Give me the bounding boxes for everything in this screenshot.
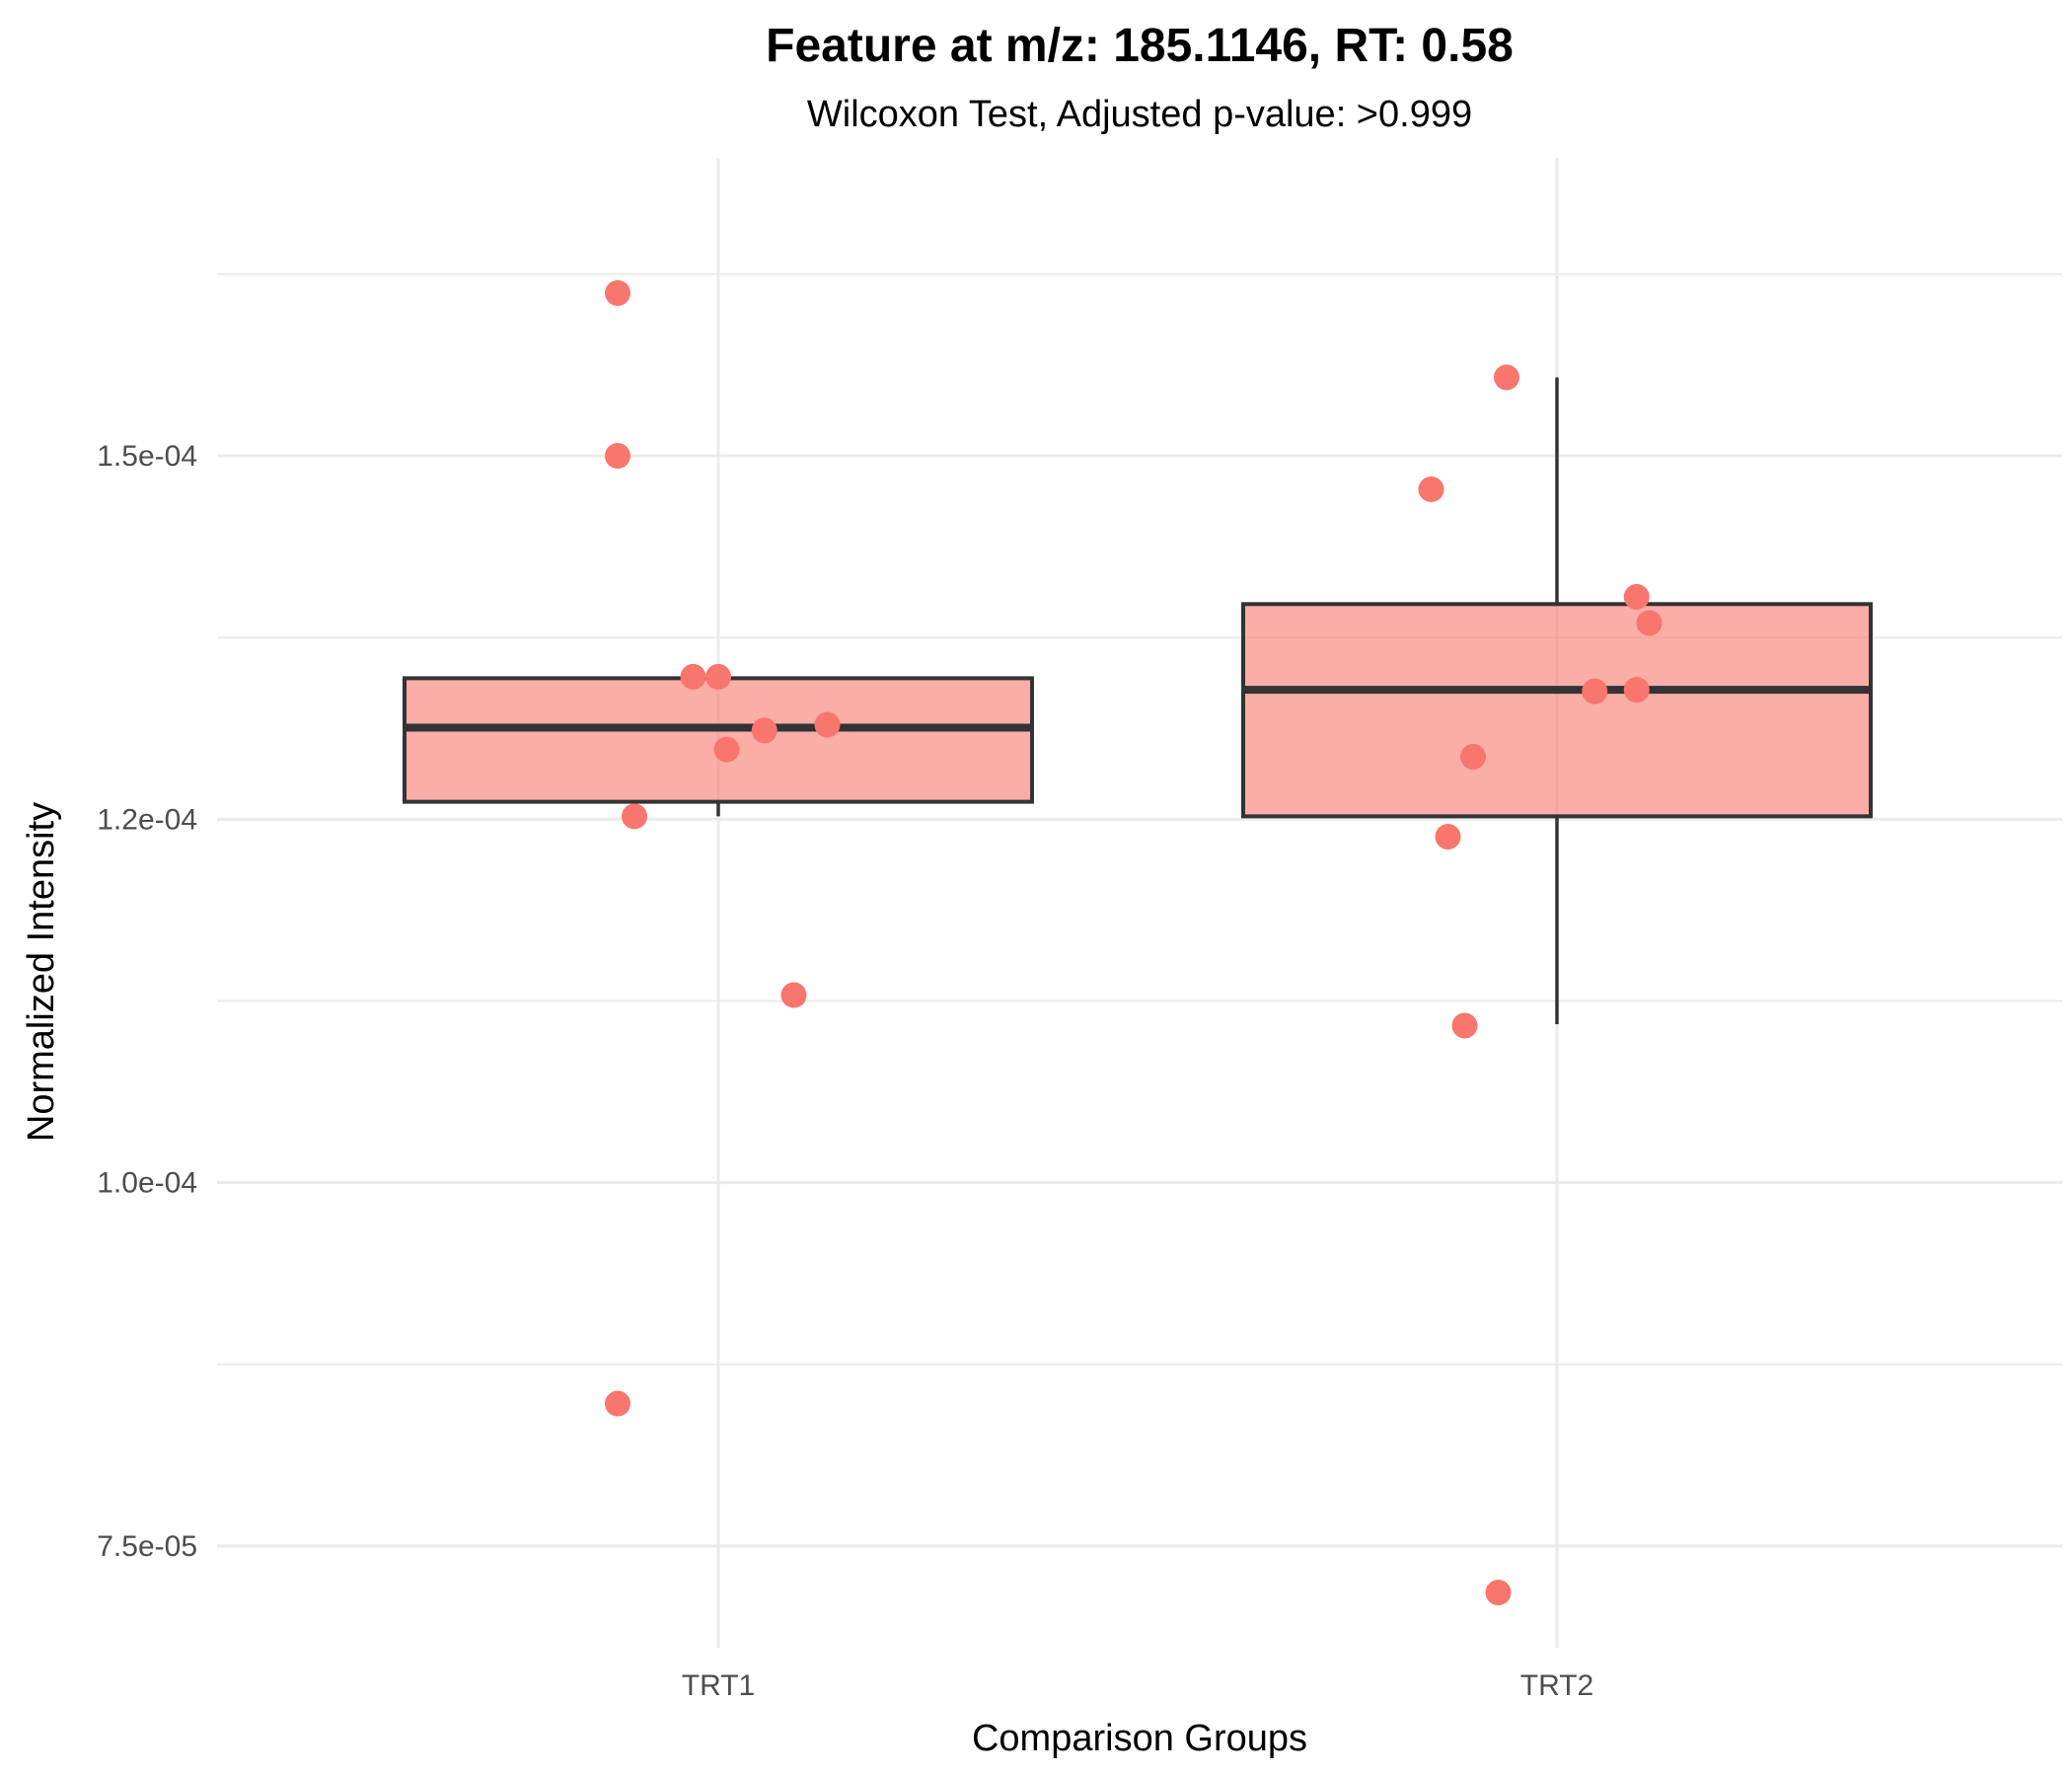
- data-point: [605, 1390, 630, 1417]
- data-point: [1623, 677, 1650, 703]
- data-points: [605, 280, 1663, 1606]
- data-point: [1494, 364, 1519, 391]
- data-point: [1485, 1580, 1512, 1606]
- data-point: [1636, 610, 1663, 636]
- data-point: [705, 663, 731, 690]
- grid-lines: [217, 158, 2062, 1648]
- data-point: [680, 663, 706, 690]
- x-tick-label: TRT2: [1520, 1669, 1593, 1702]
- data-point: [605, 443, 630, 469]
- data-point: [814, 711, 841, 738]
- data-point: [1435, 823, 1461, 850]
- data-point: [1623, 583, 1650, 610]
- boxes: [403, 377, 1873, 1025]
- data-point: [751, 717, 777, 744]
- y-tick-label: 1.2e-04: [97, 803, 197, 836]
- y-axis-tick-labels: 7.5e-05 1.0e-04 1.2e-04 1.5e-04: [97, 440, 197, 1563]
- data-point: [1460, 743, 1486, 770]
- x-axis-title: Comparison Groups: [972, 1718, 1307, 1759]
- data-point: [1451, 1012, 1478, 1039]
- y-axis-title: Normalized Intensity: [21, 802, 62, 1142]
- data-point: [622, 803, 647, 830]
- data-point: [780, 982, 807, 1008]
- data-point: [605, 280, 630, 307]
- chart-subtitle: Wilcoxon Test, Adjusted p-value: >0.999: [807, 94, 1472, 135]
- x-axis-tick-labels: TRT1 TRT2: [682, 1669, 1593, 1702]
- data-point: [1582, 678, 1608, 704]
- y-tick-label: 1.5e-04: [97, 440, 197, 473]
- x-tick-label: TRT1: [682, 1669, 755, 1702]
- y-tick-label: 1.0e-04: [97, 1167, 197, 1200]
- chart-title: Feature at m/z: 185.1146, RT: 0.58: [766, 20, 1514, 72]
- data-point: [713, 736, 740, 763]
- y-tick-label: 7.5e-05: [97, 1530, 197, 1563]
- box-trt2: [1241, 602, 1873, 819]
- data-point: [1418, 476, 1444, 502]
